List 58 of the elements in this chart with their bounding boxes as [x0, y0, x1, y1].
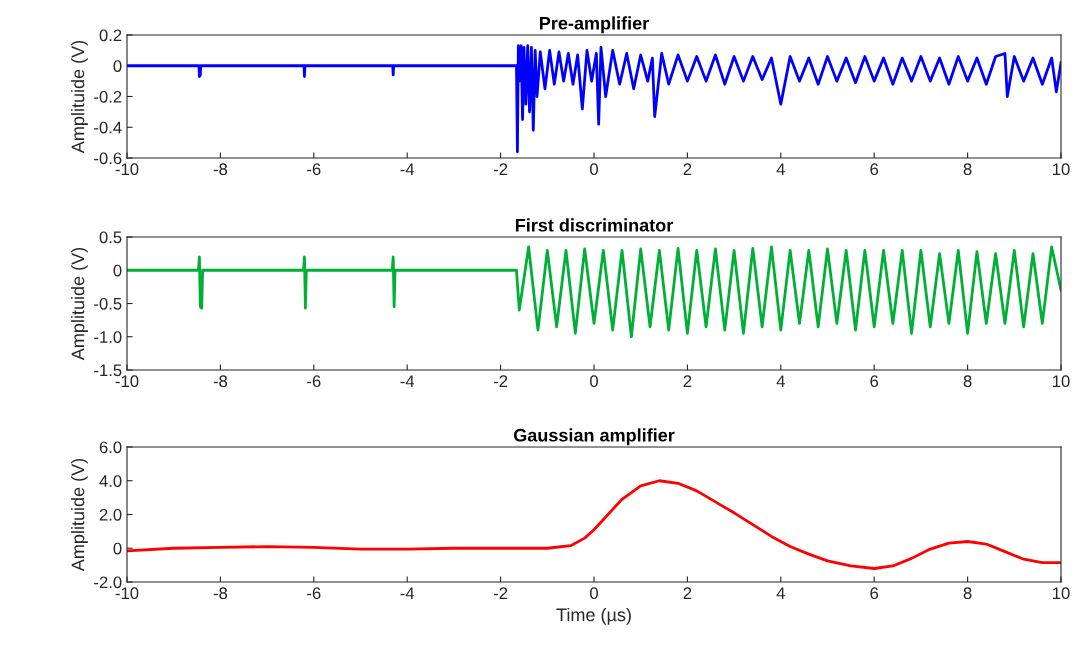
x-tick-label: 0: [590, 587, 598, 600]
x-tick-label: 4: [776, 375, 785, 387]
x-tick-label: -8: [213, 587, 228, 600]
x-tick-label: 2: [683, 163, 692, 175]
x-tick-label: -2: [493, 587, 508, 599]
y-tick-label: 0: [113, 60, 122, 72]
x-tick-label: 4: [776, 163, 785, 175]
y-tick-label: -1.0: [94, 331, 122, 343]
y-tick-label: -0.2: [94, 90, 122, 103]
x-tick-label: 0: [590, 375, 598, 388]
y-axis-title: Amplituide (V): [71, 247, 88, 361]
x-tick-label: -2: [493, 375, 508, 387]
x-tick-label: 8: [963, 375, 972, 388]
x-tick-label: 0: [590, 163, 598, 176]
x-tick-label: -6: [307, 163, 321, 176]
x-tick-label: -8: [213, 375, 228, 388]
x-tick-label: -10: [115, 163, 139, 176]
y-tick-label: -0.5: [94, 297, 122, 310]
line-series: [127, 44, 1061, 154]
y-axis-title: Amplituide (V): [71, 458, 88, 572]
x-tick-label: 8: [963, 163, 972, 176]
y-tick-label: 0.2: [99, 29, 122, 42]
y-tick-label: 0.5: [99, 231, 122, 244]
x-tick-label: 2: [683, 375, 692, 387]
x-tick-label: 2: [683, 587, 692, 599]
x-tick-label: -4: [400, 375, 415, 387]
x-tick-label: -8: [213, 163, 228, 176]
x-tick-label: -10: [115, 375, 139, 388]
x-tick-label: -6: [307, 587, 321, 600]
x-tick-label: 4: [776, 587, 785, 599]
y-tick-label: 0: [113, 264, 122, 277]
x-tick-label: 8: [963, 587, 972, 600]
x-tick-label: 6: [870, 163, 879, 176]
x-tick-label: 6: [870, 375, 879, 388]
x-tick-label: -6: [307, 375, 321, 388]
y-axis-title: Amplituide (V): [71, 40, 88, 154]
x-axis-title: Time (µs): [556, 607, 631, 625]
x-tick-label: 10: [1053, 587, 1070, 600]
x-tick-label: 10: [1053, 163, 1070, 176]
y-tick-label: 2.0: [99, 508, 122, 521]
y-tick-label: -1.5: [94, 364, 122, 377]
chart-title: Pre-amplifier: [540, 16, 649, 34]
x-tick-label: -4: [400, 163, 415, 175]
line-series: [127, 479, 1061, 570]
x-tick-label: -2: [493, 163, 508, 175]
chart-title: First discriminator: [515, 218, 673, 232]
x-tick-label: 10: [1053, 375, 1070, 388]
y-tick-label: -0.6: [94, 152, 122, 165]
y-tick-label: 4.0: [99, 475, 122, 487]
y-tick-label: -2.0: [94, 576, 122, 589]
y-tick-label: 6.0: [99, 441, 122, 454]
line-series: [127, 245, 1061, 339]
x-tick-label: -4: [400, 587, 415, 599]
x-tick-label: -10: [115, 587, 139, 600]
y-tick-label: 0: [113, 542, 122, 555]
y-tick-label: -0.4: [94, 121, 122, 134]
chart-title: Gaussian amplifier: [513, 428, 675, 446]
x-tick-label: 6: [870, 587, 879, 600]
